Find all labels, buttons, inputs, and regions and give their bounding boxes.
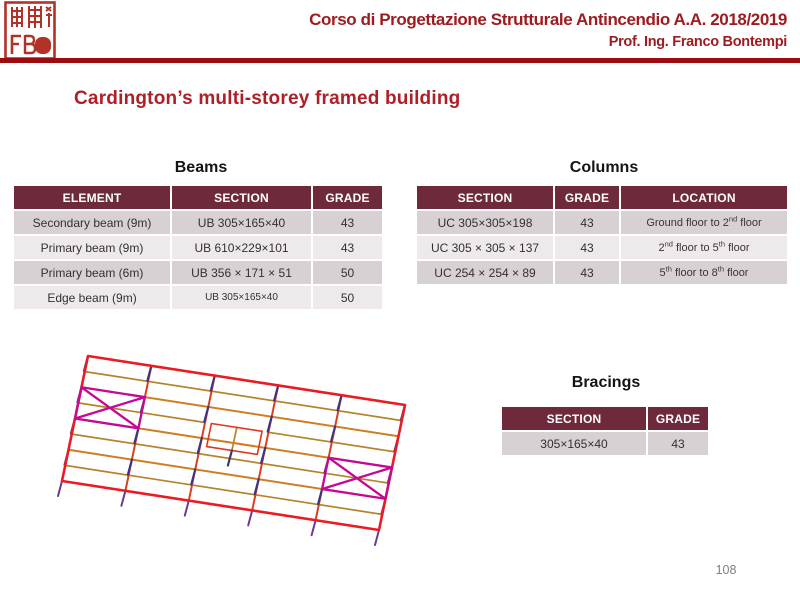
column-header: ELEMENT	[14, 186, 170, 209]
table-row: Primary beam (9m) UB 610×229×101 43	[14, 236, 382, 259]
table-cell: Secondary beam (9m)	[14, 211, 170, 234]
header-divider-rule	[0, 58, 800, 63]
table-cell: 50	[313, 261, 382, 284]
table-cell: UB 356 × 171 × 51	[172, 261, 311, 284]
table-cell: Edge beam (9m)	[14, 286, 170, 309]
table-cell: UC 305 × 305 × 137	[417, 236, 553, 259]
column-header: GRADE	[648, 407, 708, 430]
column-header: SECTION	[172, 186, 311, 209]
table-cell: 2nd floor to 5th floor	[621, 236, 787, 259]
table-row: UC 305 × 305 × 137 43 2nd floor to 5th f…	[417, 236, 787, 259]
table-cell: 43	[313, 236, 382, 259]
table-cell: UB 305×165×40	[172, 211, 311, 234]
column-header: GRADE	[313, 186, 382, 209]
table-cell: 50	[313, 286, 382, 309]
table-row: UC 305×305×198 43 Ground floor to 2nd fl…	[417, 211, 787, 234]
table-cell: 43	[648, 432, 708, 455]
table-cell: Ground floor to 2nd floor	[621, 211, 787, 234]
columns-header-row: SECTION GRADE LOCATION	[417, 186, 787, 209]
table-cell: UB 610×229×101	[172, 236, 311, 259]
column-header: SECTION	[417, 186, 553, 209]
column-stubs	[57, 354, 407, 546]
table-cell: 305×165×40	[502, 432, 646, 455]
table-cell: 5th floor to 8th floor	[621, 261, 787, 284]
columns-table: SECTION GRADE LOCATION UC 305×305×198 43…	[415, 184, 789, 286]
column-header: GRADE	[555, 186, 619, 209]
structure-wireframe-figure	[57, 354, 407, 546]
seal-blob	[35, 37, 51, 54]
table-row: Secondary beam (9m) UB 305×165×40 43	[14, 211, 382, 234]
page-number: 108	[715, 563, 737, 577]
table-row: 305×165×40 43	[502, 432, 708, 455]
course-title: Corso di Progettazione Strutturale Antin…	[309, 10, 787, 29]
table-cell: UC 254 × 254 × 89	[417, 261, 553, 284]
seal-stamp-logo	[4, 1, 56, 60]
slide-title: Cardington’s multi-storey framed buildin…	[74, 88, 461, 109]
table-cell: 43	[555, 261, 619, 284]
column-header: LOCATION	[621, 186, 787, 209]
shaft-opening	[205, 422, 264, 456]
primary-beams	[67, 386, 400, 500]
secondary-beams	[64, 370, 403, 516]
table-cell: 43	[555, 211, 619, 234]
header: Corso di Progettazione Strutturale Antin…	[309, 8, 787, 52]
bracings-table: SECTION GRADE 305×165×40 43	[500, 405, 710, 457]
perimeter-beams	[60, 354, 407, 532]
table-cell: UC 305×305×198	[417, 211, 553, 234]
cross-bracings	[73, 385, 394, 501]
table-row: UC 254 × 254 × 89 43 5th floor to 8th fl…	[417, 261, 787, 284]
table-cell: UB 305×165×40	[172, 286, 311, 309]
columns-table-title: Columns	[569, 159, 639, 176]
table-cell: 43	[555, 236, 619, 259]
bracings-header-row: SECTION GRADE	[502, 407, 708, 430]
column-header: SECTION	[502, 407, 646, 430]
bracings-table-title: Bracings	[571, 374, 641, 391]
professor-name: Prof. Ing. Franco Bontempi	[608, 34, 788, 50]
table-cell: 43	[313, 211, 382, 234]
table-row: Primary beam (6m) UB 356 × 171 × 51 50	[14, 261, 382, 284]
beams-table-title: Beams	[174, 159, 228, 176]
table-cell: Primary beam (6m)	[14, 261, 170, 284]
table-cell: Primary beam (9m)	[14, 236, 170, 259]
beams-header-row: ELEMENT SECTION GRADE	[14, 186, 382, 209]
table-row: Edge beam (9m) UB 305×165×40 50	[14, 286, 382, 309]
beams-table: ELEMENT SECTION GRADE Secondary beam (9m…	[12, 184, 384, 311]
